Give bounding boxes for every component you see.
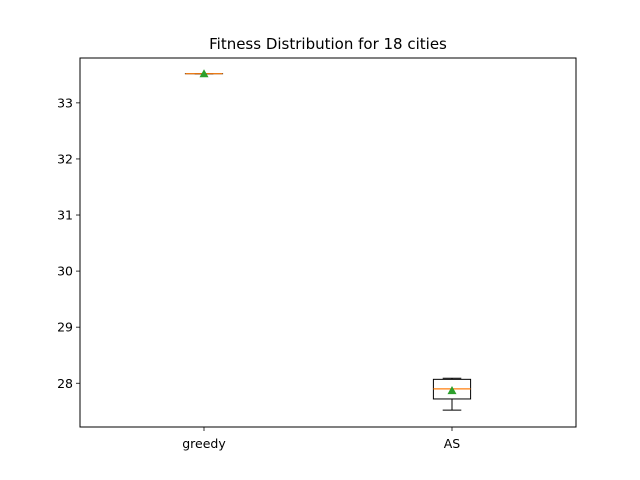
chart-title: Fitness Distribution for 18 cities xyxy=(209,35,447,53)
x-tick-label: greedy xyxy=(182,436,226,451)
y-tick-label: 33 xyxy=(57,95,73,110)
y-tick-label: 29 xyxy=(57,320,73,335)
plot-frame xyxy=(79,57,577,428)
mean-marker xyxy=(199,69,209,78)
y-tick-label: 32 xyxy=(57,151,73,166)
x-tick-label: AS xyxy=(444,436,461,451)
box-greedy xyxy=(184,69,224,78)
box-AS xyxy=(432,377,472,411)
y-tick-label: 28 xyxy=(57,376,73,391)
y-tick-label: 30 xyxy=(57,264,73,279)
y-tick-label: 31 xyxy=(57,208,73,223)
mean-marker xyxy=(447,386,457,395)
plot-area xyxy=(184,69,472,411)
axes: 28 29 30 31 32 33 greedy AS xyxy=(57,95,460,451)
